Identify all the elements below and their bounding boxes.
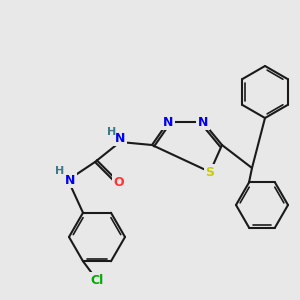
Text: N: N xyxy=(163,116,173,128)
Text: S: S xyxy=(206,166,214,178)
Text: N: N xyxy=(65,173,75,187)
Text: H: H xyxy=(107,127,117,137)
Text: N: N xyxy=(198,116,208,128)
Text: H: H xyxy=(56,166,64,176)
Text: N: N xyxy=(115,131,125,145)
Text: O: O xyxy=(114,176,124,188)
Text: Cl: Cl xyxy=(90,274,104,286)
